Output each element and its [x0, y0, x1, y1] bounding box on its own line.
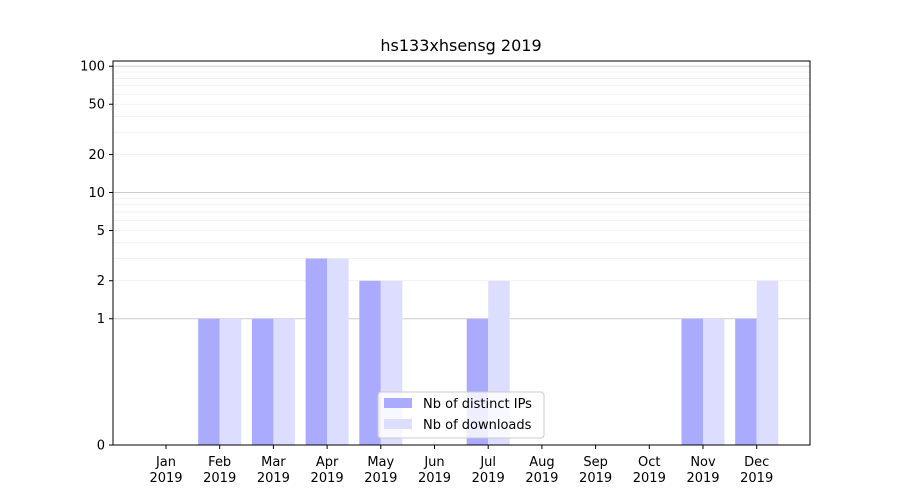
bar-distinct-ips [198, 318, 220, 445]
bar-downloads [219, 318, 242, 445]
x-tick-label: Nov 2019 [686, 455, 719, 486]
bar-distinct-ips [305, 258, 328, 445]
x-tick-label: Mar 2019 [257, 455, 290, 486]
y-tick-label: 10 [88, 186, 105, 201]
x-tick-label: Jan 2019 [149, 455, 182, 486]
y-tick-label: 5 [97, 224, 105, 239]
y-tick-label: 2 [97, 274, 105, 289]
y-tick-label: 50 [88, 98, 105, 113]
bar-downloads [756, 280, 779, 445]
x-tick-label: Oct 2019 [633, 455, 666, 486]
bar-downloads [273, 318, 295, 445]
x-tick-label: Apr 2019 [311, 455, 344, 486]
x-axis: Jan 2019 Feb 2019 Mar 2019 Apr 2019 May 2019 Jun 20… [149, 445, 773, 486]
y-tick-label: 100 [80, 60, 105, 75]
legend-box [377, 391, 545, 439]
x-tick-label: Aug 2019 [525, 455, 558, 486]
bar-distinct-ips [359, 280, 381, 445]
legend-swatch-ips [384, 398, 412, 408]
chart-title: hs133xhsensg 2019 [380, 36, 541, 55]
bar-layer [198, 258, 779, 445]
plot-frame [112, 60, 811, 446]
y-tick-label: 20 [88, 148, 105, 163]
y-axis: 0 1 2 5 10 20 50 100 [80, 60, 113, 454]
y-tick-label: 0 [97, 439, 105, 454]
legend-label-downloads: Nb of downloads [423, 418, 532, 433]
y-tick-label: 1 [97, 312, 105, 327]
x-tick-label: Jul 2019 [472, 455, 505, 486]
x-tick-label: Sep 2019 [579, 455, 612, 486]
x-tick-label: Feb 2019 [203, 455, 236, 486]
legend-label-ips: Nb of distinct IPs [423, 397, 532, 412]
x-tick-label: Jun 2019 [418, 455, 451, 486]
bar-distinct-ips [681, 318, 703, 445]
legend: Nb of distinct IPs Nb of downloads [377, 391, 545, 439]
bar-downloads [703, 318, 725, 445]
bar-distinct-ips [251, 318, 274, 445]
x-tick-label: Dec 2019 [740, 455, 773, 486]
bar-downloads [327, 258, 349, 445]
grid-layer [113, 65, 810, 320]
legend-swatch-downloads [384, 419, 412, 429]
x-tick-label: May 2019 [364, 455, 397, 486]
bar-distinct-ips [735, 318, 757, 445]
